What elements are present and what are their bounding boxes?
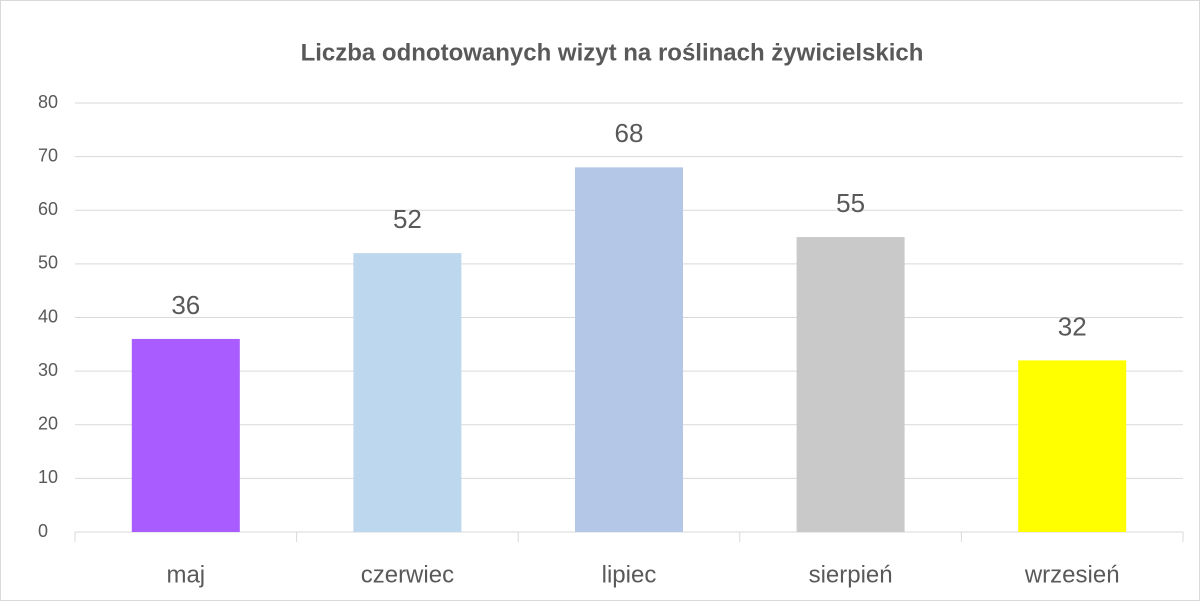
bar [575, 167, 683, 532]
bar [796, 237, 905, 532]
y-tick-label: 60 [38, 199, 58, 219]
x-tick-label: sierpień [809, 561, 893, 588]
data-label: 52 [393, 204, 422, 234]
bar [131, 338, 240, 532]
y-tick-label: 20 [38, 414, 58, 434]
bar [1018, 360, 1127, 532]
y-tick-label: 10 [38, 467, 58, 487]
data-label: 32 [1058, 311, 1087, 341]
y-tick-label: 30 [38, 360, 58, 380]
data-label: 36 [171, 290, 200, 320]
y-tick-label: 50 [38, 253, 58, 273]
y-tick-label: 0 [38, 521, 48, 541]
bar [353, 253, 462, 532]
y-tick-label: 80 [38, 92, 58, 112]
y-tick-label: 70 [38, 145, 58, 165]
chart-title: Liczba odnotowanych wizyt na roślinach ż… [301, 39, 924, 66]
data-label: 55 [836, 188, 865, 218]
data-label: 68 [615, 118, 644, 148]
x-tick-label: lipiec [602, 561, 657, 588]
x-tick-label: czerwiec [361, 561, 454, 588]
x-tick-label: maj [166, 561, 205, 588]
y-tick-label: 40 [38, 306, 58, 326]
x-tick-label: wrzesień [1024, 561, 1120, 588]
